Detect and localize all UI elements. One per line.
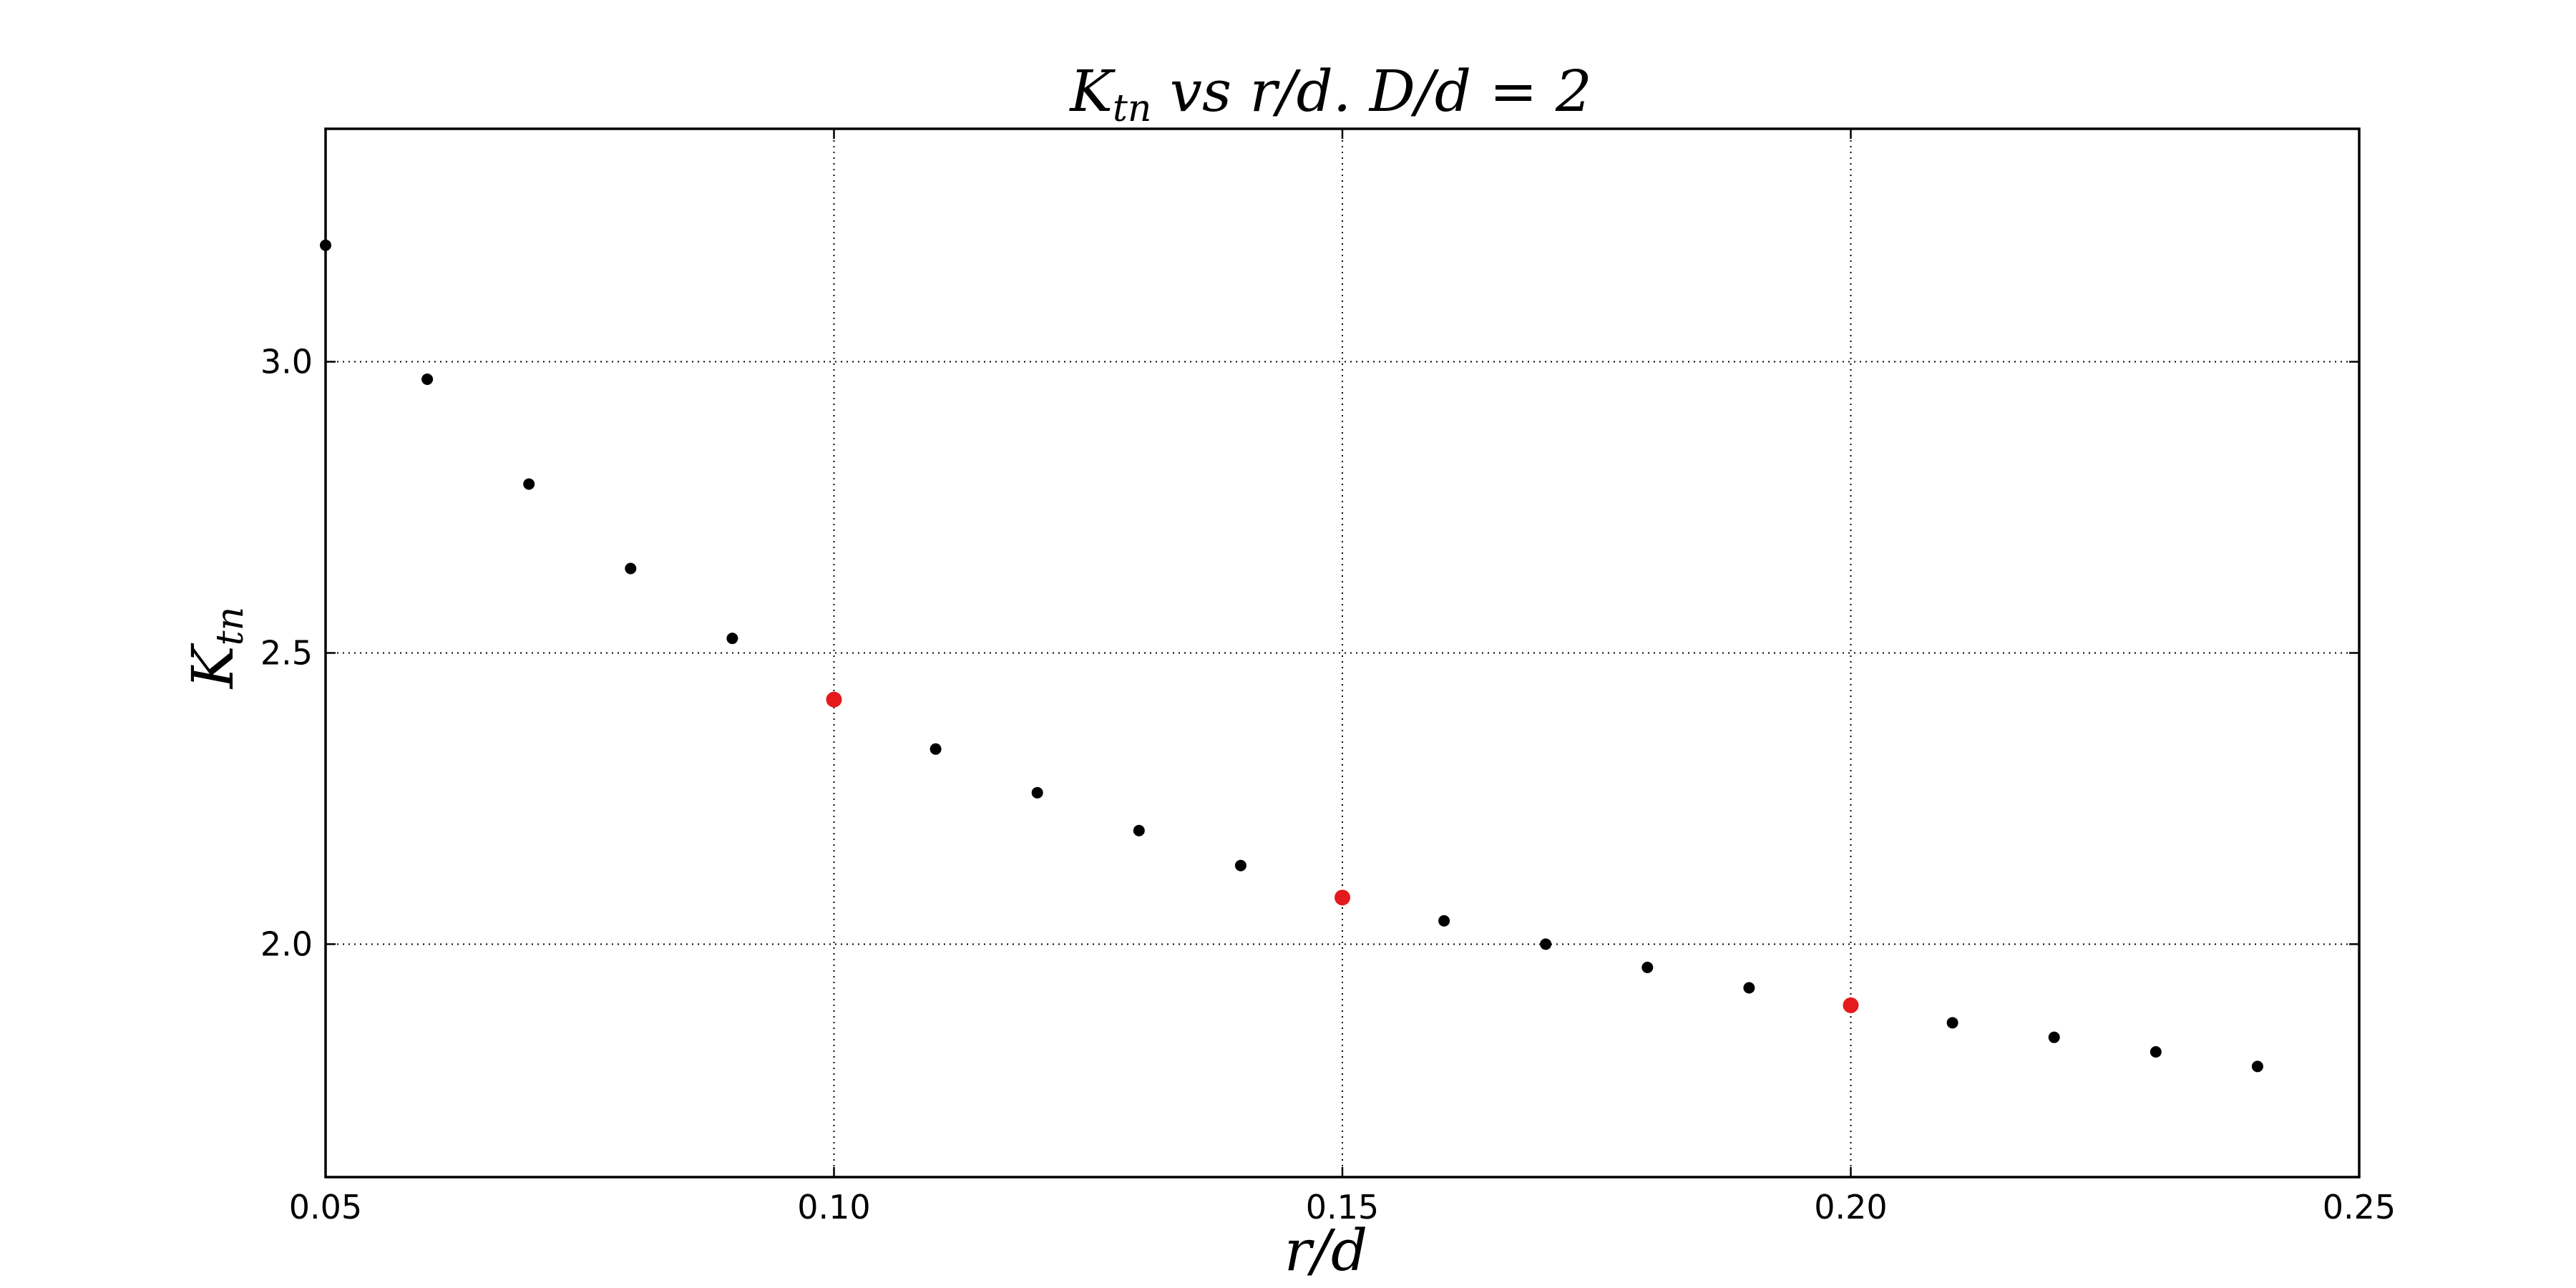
data-point [1540, 938, 1552, 950]
x-tick-label: 0.15 [1306, 1188, 1379, 1226]
data-point [2150, 1046, 2162, 1058]
data-point [1743, 982, 1755, 994]
x-tick-label: 0.05 [289, 1188, 362, 1226]
data-point [1438, 914, 1450, 927]
x-tick-label: 0.10 [797, 1188, 870, 1226]
data-point [1234, 859, 1246, 872]
highlighted-data-point [826, 691, 842, 708]
data-point [1641, 962, 1654, 973]
data-point [1031, 786, 1043, 799]
data-point [421, 373, 434, 385]
data-point [2048, 1031, 2060, 1043]
data-point [726, 633, 738, 645]
y-tick-label: 3.0 [260, 343, 313, 381]
data-point [1946, 1017, 1958, 1029]
data-points [320, 239, 2263, 1073]
tick-labels: 0.05 0.10 0.15 0.20 0.25 2.0 2.5 3.0 [260, 343, 2396, 1226]
x-tick-label: 0.20 [1814, 1188, 1887, 1226]
axis-ticks [324, 129, 2361, 1177]
y-axis-title: Ktn [180, 607, 252, 690]
data-point [1133, 824, 1145, 836]
data-point [523, 478, 535, 490]
data-point [930, 743, 942, 755]
highlighted-data-point [1843, 997, 1859, 1013]
grid-lines [326, 129, 2359, 1177]
x-tick-label: 0.25 [2323, 1188, 2396, 1226]
y-tick-label: 2.0 [260, 924, 313, 963]
data-point [2251, 1060, 2263, 1073]
highlighted-data-point [1335, 889, 1350, 906]
data-point [625, 562, 637, 575]
y-tick-label: 2.5 [260, 634, 313, 673]
x-axis-title: r/d [1284, 1217, 1367, 1284]
plot-area-frame [324, 127, 2361, 1179]
chart-title: Ktn vs r/d. D/d = 2 [1068, 58, 1592, 130]
